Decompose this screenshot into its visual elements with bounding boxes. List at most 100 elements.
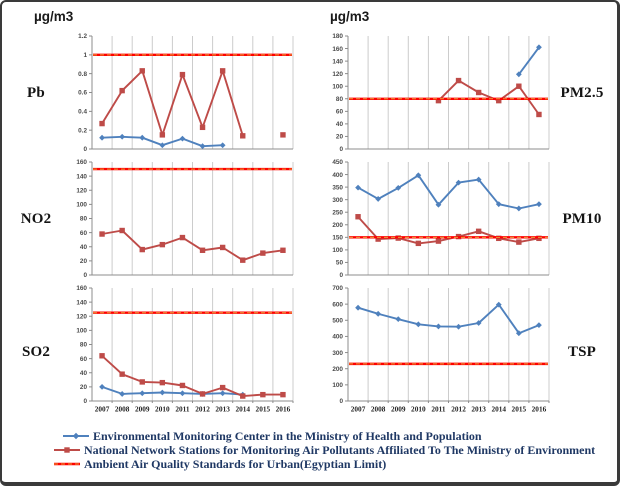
svg-text:2013: 2013	[471, 405, 486, 414]
chart-no2-canvas: 0 20 40 60 80 100 120 140 160	[76, 159, 294, 279]
svg-text:2015: 2015	[256, 405, 271, 414]
svg-text:2011: 2011	[431, 405, 446, 414]
chart-no2-title: NO2	[20, 210, 52, 227]
svg-text:350: 350	[332, 184, 343, 191]
svg-text:80: 80	[80, 342, 88, 349]
svg-text:20: 20	[80, 258, 88, 265]
svg-text:20: 20	[80, 384, 88, 391]
chart-pm25-title: PM2.5	[560, 84, 604, 101]
svg-text:0.8: 0.8	[78, 71, 87, 78]
svg-text:200: 200	[332, 366, 343, 373]
svg-text:300: 300	[332, 197, 343, 204]
svg-text:0: 0	[339, 398, 343, 405]
chart-so2: 0 20 40 60 80 100 120 140 160 2007 2008 2009 2010 201…	[62, 282, 298, 422]
chart-pm10-title: PM10	[562, 210, 602, 227]
svg-text:2010: 2010	[411, 405, 426, 414]
legend-label-health: Environmental Monitoring Center in the M…	[93, 428, 482, 443]
svg-text:2008: 2008	[371, 405, 386, 414]
svg-text:2009: 2009	[391, 405, 406, 414]
environment-series-swatch	[54, 447, 80, 453]
legend-label-environment: National Network Stations for Monitoring…	[84, 442, 596, 457]
svg-text:100: 100	[332, 247, 343, 254]
svg-text:140: 140	[76, 173, 87, 180]
svg-text:150: 150	[332, 235, 343, 242]
legend-item-environment: National Network Stations for Monitoring…	[54, 443, 609, 457]
svg-text:300: 300	[332, 350, 343, 357]
svg-text:140: 140	[76, 299, 87, 306]
svg-text:2016: 2016	[276, 405, 291, 414]
svg-text:700: 700	[332, 285, 343, 292]
svg-text:2010: 2010	[155, 405, 170, 414]
chart-pm25: 0 20 40 60 80 100 120 140 160 180	[318, 30, 554, 156]
svg-text:0.2: 0.2	[78, 127, 87, 134]
legend: Environmental Monitoring Center in the M…	[54, 429, 609, 471]
svg-text:450: 450	[332, 159, 343, 166]
svg-text:0: 0	[339, 146, 343, 153]
chart-pm10: 0 50 100 150 200 250 300 350 400 450	[318, 156, 554, 282]
legend-item-standard: Ambient Air Quality Standards for Urban(…	[54, 457, 609, 471]
svg-text:80: 80	[80, 216, 88, 223]
svg-text:2008: 2008	[115, 405, 130, 414]
svg-text:100: 100	[76, 202, 87, 209]
svg-text:2011: 2011	[175, 405, 190, 414]
svg-text:60: 60	[80, 356, 88, 363]
svg-text:2013: 2013	[215, 405, 230, 414]
svg-text:2016: 2016	[532, 405, 547, 414]
svg-text:0.6: 0.6	[78, 90, 87, 97]
svg-text:60: 60	[80, 230, 88, 237]
svg-text:2007: 2007	[351, 405, 366, 414]
svg-text:80: 80	[336, 96, 344, 103]
svg-text:250: 250	[332, 209, 343, 216]
chart-pm10-canvas: 0 50 100 150 200 250 300 350 400 450	[332, 159, 550, 279]
svg-text:100: 100	[332, 382, 343, 389]
legend-label-standard: Ambient Air Quality Standards for Urban(…	[84, 456, 387, 471]
chart-pm25-canvas: 0 20 40 60 80 100 120 140 160 180	[332, 33, 550, 153]
svg-text:140: 140	[332, 58, 343, 65]
svg-text:40: 40	[80, 244, 88, 251]
chart-tsp-title: TSP	[567, 343, 597, 360]
svg-text:100: 100	[76, 328, 87, 335]
svg-text:160: 160	[76, 159, 87, 166]
svg-text:180: 180	[332, 33, 343, 40]
unit-label-left: µg/m3	[34, 9, 74, 24]
chart-so2-title: SO2	[21, 343, 51, 360]
chart-pb-title: Pb	[27, 84, 45, 101]
svg-text:500: 500	[332, 317, 343, 324]
svg-text:1: 1	[83, 52, 87, 59]
svg-text:0: 0	[339, 272, 343, 279]
svg-text:0: 0	[83, 272, 87, 279]
svg-text:60: 60	[336, 109, 344, 116]
chart-pb: 0 0.2 0.4 0.6 0.8 1 1.2	[62, 30, 298, 156]
svg-text:2014: 2014	[235, 405, 250, 414]
charts-grid: µg/m3 µg/m3 Pb 0 0.2 0.4 0.6 0.8 1 1.2 0 20 40 60…	[10, 8, 609, 422]
svg-text:2009: 2009	[135, 405, 150, 414]
chart-no2: 0 20 40 60 80 100 120 140 160	[62, 156, 298, 282]
svg-text:1.2: 1.2	[78, 33, 87, 40]
svg-text:200: 200	[332, 222, 343, 229]
svg-text:100: 100	[332, 83, 343, 90]
chart-so2-canvas: 0 20 40 60 80 100 120 140 160 2007 2008 2009 2010 201…	[76, 285, 294, 414]
svg-text:2007: 2007	[95, 405, 110, 414]
svg-text:400: 400	[332, 172, 343, 179]
svg-text:2015: 2015	[512, 405, 527, 414]
svg-text:120: 120	[76, 187, 87, 194]
chart-pb-canvas: 0 0.2 0.4 0.6 0.8 1 1.2	[78, 33, 294, 153]
standard-line-swatch	[54, 462, 80, 466]
legend-item-health: Environmental Monitoring Center in the M…	[63, 429, 609, 443]
svg-text:0.4: 0.4	[78, 109, 87, 116]
svg-text:600: 600	[332, 301, 343, 308]
svg-text:0: 0	[83, 146, 87, 153]
svg-text:400: 400	[332, 334, 343, 341]
health-series-swatch	[63, 432, 89, 440]
chart-tsp-canvas: 0 100 200 300 400 500 600 700 2007 2008 2009 2010 20…	[332, 285, 550, 414]
svg-text:40: 40	[80, 370, 88, 377]
svg-text:120: 120	[332, 71, 343, 78]
svg-text:160: 160	[332, 46, 343, 53]
unit-label-right: µg/m3	[330, 9, 370, 24]
svg-text:160: 160	[76, 285, 87, 292]
svg-text:120: 120	[76, 313, 87, 320]
svg-text:2012: 2012	[451, 405, 466, 414]
svg-text:2012: 2012	[195, 405, 210, 414]
svg-text:0: 0	[83, 398, 87, 405]
